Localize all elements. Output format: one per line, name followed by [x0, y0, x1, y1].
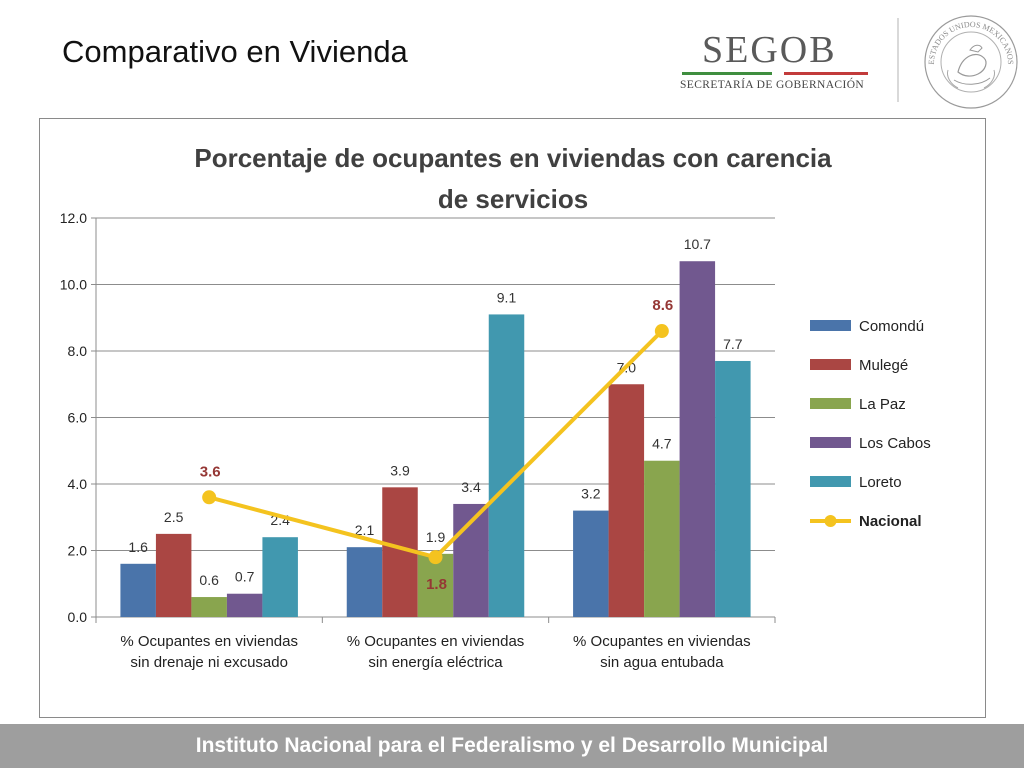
line-data-label: 1.8 — [426, 576, 447, 593]
bar-Mulegé — [155, 533, 192, 617]
bar-Comondú — [573, 510, 609, 617]
y-tick-label: 12.0 — [60, 210, 87, 226]
x-category-label: % Ocupantes en viviendas — [347, 633, 525, 650]
bar-data-label: 4.7 — [652, 436, 672, 452]
bar-Mulegé — [608, 384, 645, 617]
bar-data-label: 3.9 — [390, 462, 410, 478]
y-tick-label: 10.0 — [60, 277, 87, 293]
bar-data-label: 9.1 — [497, 289, 517, 305]
line-point-Nacional — [428, 550, 443, 565]
x-category-label: sin drenaje ni excusado — [130, 654, 288, 671]
footer-bar: Instituto Nacional para el Federalismo y… — [0, 724, 1024, 768]
legend-label: Mulegé — [859, 357, 908, 374]
chart-container: Porcentaje de ocupantes en viviendas con… — [39, 118, 986, 718]
bar-La Paz — [191, 597, 227, 617]
bar-Los Cabos — [679, 261, 716, 617]
bar-data-label: 1.6 — [128, 539, 148, 555]
legend-label: Los Cabos — [859, 435, 931, 452]
bar-data-label: 2.5 — [164, 509, 184, 525]
legend-label: La Paz — [859, 396, 906, 413]
bar-Comondú — [346, 547, 383, 617]
x-category-label: % Ocupantes en viviendas — [120, 633, 298, 650]
logo-red-stripe — [784, 72, 868, 75]
bar-Comondú — [120, 563, 156, 617]
bar-data-label: 7.7 — [723, 336, 743, 352]
bar-Loreto — [488, 314, 525, 617]
chart-title-line: Porcentaje de ocupantes en viviendas con… — [194, 143, 832, 173]
bar-Los Cabos — [226, 593, 263, 617]
chart-title-line: de servicios — [438, 184, 588, 214]
bar-La Paz — [417, 553, 454, 617]
bar-data-label: 10.7 — [684, 236, 711, 252]
y-tick-label: 0.0 — [68, 609, 88, 625]
bar-chart: Porcentaje de ocupantes en viviendas con… — [60, 143, 931, 671]
x-category-label: sin energía eléctrica — [368, 654, 503, 671]
legend-label: Nacional — [859, 513, 922, 530]
bar-data-label: 3.2 — [581, 486, 601, 502]
y-tick-label: 4.0 — [68, 476, 88, 492]
svg-text:ESTADOS UNIDOS MEXICANOS: ESTADOS UNIDOS MEXICANOS — [927, 20, 1015, 65]
x-category-label: % Ocupantes en viviendas — [573, 633, 751, 650]
bar-La Paz — [644, 460, 680, 617]
bar-Loreto — [715, 360, 751, 617]
legend-swatch-Los Cabos — [810, 437, 851, 448]
legend-label: Comondú — [859, 318, 924, 335]
line-data-label: 3.6 — [200, 463, 221, 480]
legend-marker-Nacional — [824, 515, 837, 527]
logo-divider — [897, 18, 899, 102]
legend-swatch-Loreto — [810, 476, 851, 487]
legend-swatch-Mulegé — [810, 359, 851, 370]
bar-data-label: 2.1 — [355, 522, 375, 538]
logo-wordmark: SEGOB — [702, 29, 837, 71]
line-point-Nacional — [202, 490, 217, 505]
legend-swatch-La Paz — [810, 398, 851, 409]
logo-white-stripe — [772, 72, 784, 75]
footer-text: Instituto Nacional para el Federalismo y… — [195, 734, 829, 757]
segob-logo: SEGOB SECRETARÍA DE GOBERNACIÓN — [680, 28, 880, 98]
bar-Loreto — [262, 537, 298, 617]
slide-title: Comparativo en Vivienda — [62, 34, 408, 69]
y-tick-label: 2.0 — [68, 543, 88, 559]
bar-data-label: 3.4 — [461, 479, 481, 495]
legend-label: Loreto — [859, 474, 902, 491]
national-seal-icon: ESTADOS UNIDOS MEXICANOS — [924, 15, 1018, 109]
logo-green-stripe — [682, 72, 772, 75]
bar-data-label: 0.6 — [199, 572, 219, 588]
x-category-label: sin agua entubada — [600, 654, 724, 671]
bar-data-label: 0.7 — [235, 569, 255, 585]
y-tick-label: 8.0 — [68, 343, 88, 359]
bar-data-label: 1.9 — [426, 529, 446, 545]
line-data-label: 8.6 — [652, 297, 673, 314]
legend-swatch-Comondú — [810, 320, 851, 331]
y-tick-label: 6.0 — [68, 410, 88, 426]
line-point-Nacional — [654, 324, 669, 339]
logo-subtitle: SECRETARÍA DE GOBERNACIÓN — [680, 79, 865, 91]
